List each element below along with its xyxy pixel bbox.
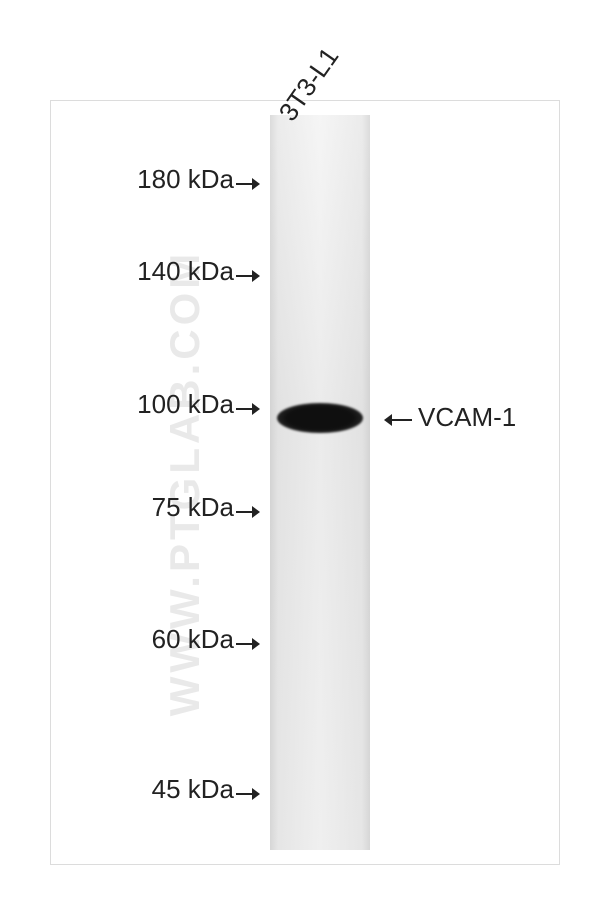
arrow-left-icon <box>384 402 412 433</box>
arrow-right-icon <box>236 494 260 525</box>
mw-label: 180 kDa <box>137 164 260 197</box>
mw-text: 180 kDa <box>137 164 234 194</box>
mw-text: 45 kDa <box>152 774 234 804</box>
mw-label: 60 kDa <box>152 624 260 657</box>
arrow-right-icon <box>236 626 260 657</box>
blot-container: WWW.PTGLAB.COM 3T3-L1 180 kDa140 kDa100 … <box>0 0 600 903</box>
arrow-right-icon <box>236 776 260 807</box>
arrow-right-icon <box>236 391 260 422</box>
arrow-right-icon <box>236 258 260 289</box>
arrow-right-icon <box>236 166 260 197</box>
mw-label: 140 kDa <box>137 256 260 289</box>
mw-label: 100 kDa <box>137 389 260 422</box>
target-text: VCAM-1 <box>418 402 516 433</box>
lane-background <box>270 115 370 850</box>
gel-lane <box>270 115 370 850</box>
mw-label: 75 kDa <box>152 492 260 525</box>
protein-band <box>277 403 363 433</box>
mw-text: 100 kDa <box>137 389 234 419</box>
mw-text: 75 kDa <box>152 492 234 522</box>
mw-label: 45 kDa <box>152 774 260 807</box>
mw-text: 140 kDa <box>137 256 234 286</box>
mw-text: 60 kDa <box>152 624 234 654</box>
target-label: VCAM-1 <box>384 402 516 433</box>
